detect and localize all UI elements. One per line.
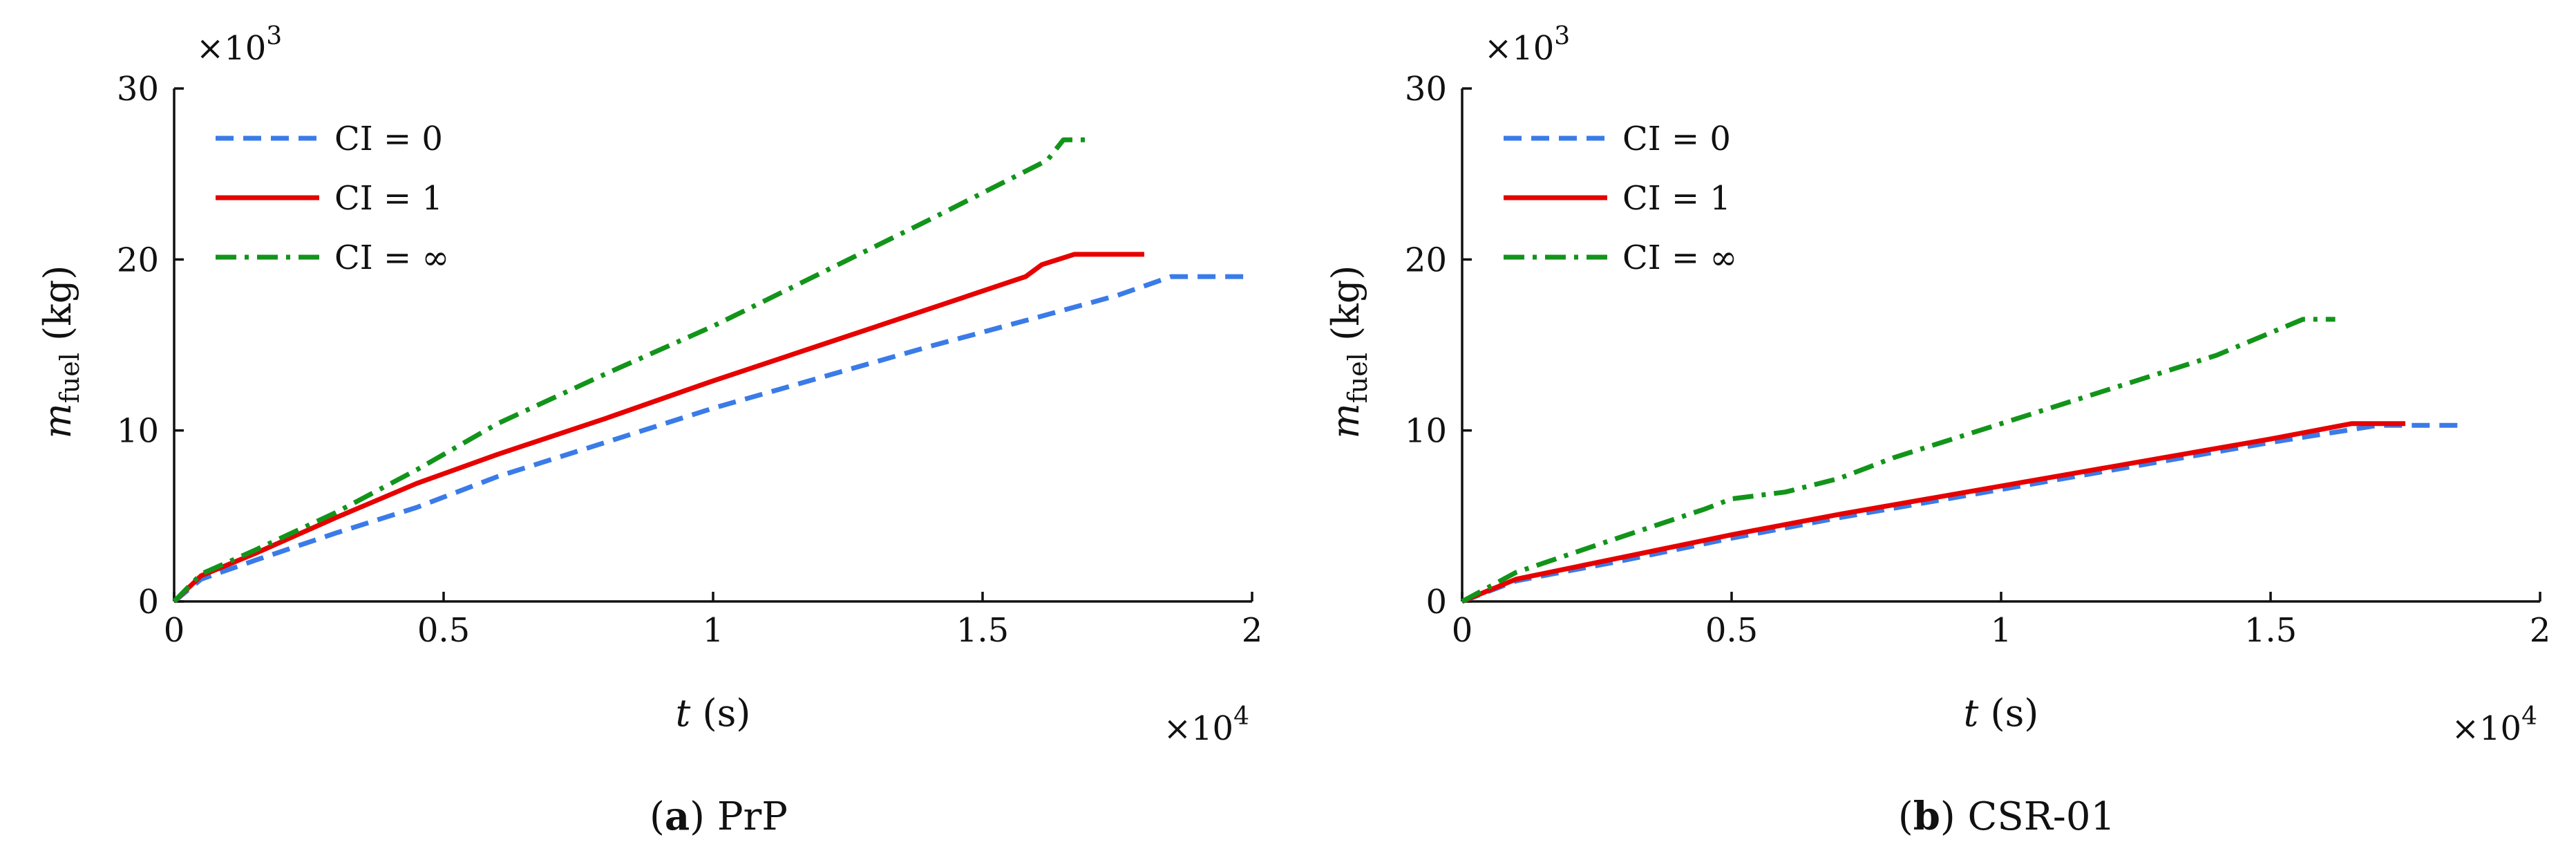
x-tick-label: 0.5 xyxy=(1705,611,1758,650)
x-axis-label-var: t xyxy=(1964,691,1979,735)
y-tick-label: 30 xyxy=(1405,70,1447,109)
y-multiplier-exp: 3 xyxy=(1554,22,1570,50)
y-multiplier: ×103 xyxy=(196,22,282,68)
legend-label: CI = ∞ xyxy=(1622,239,1737,277)
caption-open: ( xyxy=(1898,794,1913,839)
y-axis-label: mfuel (kg) xyxy=(1324,265,1373,439)
y-tick-label: 0 xyxy=(1426,583,1447,621)
x-multiplier-exp: 4 xyxy=(2521,702,2537,731)
caption-close: ) xyxy=(690,794,705,839)
x-axis-label: t (s) xyxy=(676,691,751,735)
legend-label: CI = 1 xyxy=(1622,179,1731,218)
series-line-ci-1 xyxy=(1461,421,2405,604)
y-axis-label-var: m xyxy=(36,403,79,438)
x-tick-label: 2 xyxy=(1242,611,1263,650)
series-line-ci-inf xyxy=(1461,317,2336,604)
caption-label: b xyxy=(1913,794,1940,839)
y-axis-label-sub: fuel xyxy=(1343,353,1373,403)
x-axis-label-var: t xyxy=(676,691,691,735)
panel-caption: (a) PrP xyxy=(650,794,788,839)
y-tick-label: 20 xyxy=(117,241,159,279)
x-tick-label: 0 xyxy=(1452,611,1473,650)
y-axis-label: mfuel (kg) xyxy=(36,265,85,439)
x-tick-label: 2 xyxy=(2530,611,2551,650)
y-tick-label: 0 xyxy=(138,583,159,621)
x-axis-label-unit: (s) xyxy=(690,691,750,735)
caption-close: ) xyxy=(1940,794,1955,839)
series-line-ci-0 xyxy=(1461,422,2459,604)
caption-open: ( xyxy=(650,794,665,839)
series-line-ci-0 xyxy=(172,274,1252,604)
x-axis-label: t (s) xyxy=(1964,691,2039,735)
y-multiplier: ×103 xyxy=(1484,22,1570,68)
legend-label: CI = 1 xyxy=(334,179,443,218)
x-tick-label: 1 xyxy=(703,611,724,650)
x-multiplier-base: ×10 xyxy=(1164,709,1233,748)
x-multiplier-exp: 4 xyxy=(1233,702,1249,731)
legend-label: CI = ∞ xyxy=(334,239,449,277)
x-tick-label: 1.5 xyxy=(956,611,1009,650)
panel-caption: (b) CSR-01 xyxy=(1898,794,2115,839)
y-axis-label-unit: (kg) xyxy=(36,265,79,353)
y-tick-label: 10 xyxy=(1405,412,1447,451)
y-tick-label: 10 xyxy=(117,412,159,451)
x-tick-label: 1.5 xyxy=(2244,611,2297,650)
legend-label: CI = 0 xyxy=(1622,120,1731,158)
series-line-ci-inf xyxy=(172,137,1090,604)
x-tick-label: 0 xyxy=(164,611,185,650)
x-multiplier-base: ×10 xyxy=(2452,709,2521,748)
y-tick-label: 30 xyxy=(117,70,159,109)
y-axis-label-unit: (kg) xyxy=(1324,265,1367,353)
x-tick-label: 1 xyxy=(1991,611,2012,650)
caption-label: a xyxy=(665,794,690,839)
x-multiplier: ×104 xyxy=(2452,702,2537,748)
y-axis-label-var: m xyxy=(1324,403,1367,438)
x-multiplier: ×104 xyxy=(1164,702,1249,748)
y-multiplier-exp: 3 xyxy=(266,22,282,50)
y-tick-label: 20 xyxy=(1405,241,1447,279)
y-multiplier-base: ×10 xyxy=(1484,29,1554,68)
y-multiplier-base: ×10 xyxy=(196,29,266,68)
caption-text: CSR-01 xyxy=(1955,794,2115,839)
y-axis-label-sub: fuel xyxy=(55,353,85,403)
legend-label: CI = 0 xyxy=(334,120,443,158)
caption-text: PrP xyxy=(705,794,788,839)
x-axis-label-unit: (s) xyxy=(1978,691,2038,735)
x-tick-label: 0.5 xyxy=(417,611,470,650)
series-line-ci-1 xyxy=(172,252,1144,604)
